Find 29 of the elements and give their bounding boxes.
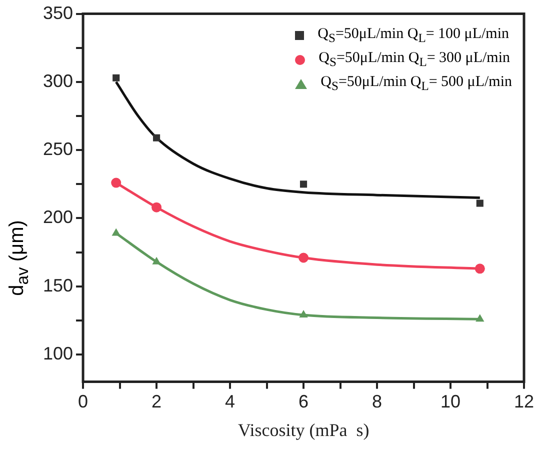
y-tick-label: 100 bbox=[42, 344, 74, 364]
x-tick-label: 4 bbox=[225, 392, 236, 412]
x-tick-label: 12 bbox=[514, 392, 534, 412]
x-tick-label: 2 bbox=[152, 392, 162, 412]
y-tick-label: 250 bbox=[42, 139, 74, 160]
point bbox=[474, 264, 485, 274]
point bbox=[299, 310, 308, 318]
y-tick-label: 150 bbox=[42, 275, 74, 296]
x-tick-label: 8 bbox=[372, 392, 382, 412]
point bbox=[112, 228, 120, 236]
point bbox=[300, 180, 308, 188]
legend-label: Q$_{S}$=50μL/min Q$_{L}$= 100 μL/min bbox=[318, 26, 509, 46]
point bbox=[298, 252, 309, 263]
x-axis-title: Viscosity (mPa s) bbox=[238, 420, 370, 440]
point bbox=[152, 202, 162, 212]
point bbox=[152, 134, 160, 142]
y-tick-label: 200 bbox=[42, 207, 74, 228]
x-tick-label: 10 bbox=[440, 392, 461, 412]
point bbox=[111, 178, 122, 188]
point bbox=[476, 314, 484, 322]
legend-label: Q$_{S}$=50μL/min Q$_{L}$= 500 μL/min bbox=[320, 74, 512, 94]
y-tick-label: 300 bbox=[42, 70, 74, 91]
y-tick-label: 350 bbox=[42, 2, 74, 23]
point bbox=[112, 74, 120, 82]
legend-label: Q$_{S}$=50μL/min Q$_{L}$= 300 μL/min bbox=[318, 50, 510, 70]
x-tick-label: 0 bbox=[78, 392, 88, 412]
point bbox=[476, 200, 484, 207]
x-tick-label: 6 bbox=[298, 392, 309, 412]
point bbox=[152, 256, 161, 264]
